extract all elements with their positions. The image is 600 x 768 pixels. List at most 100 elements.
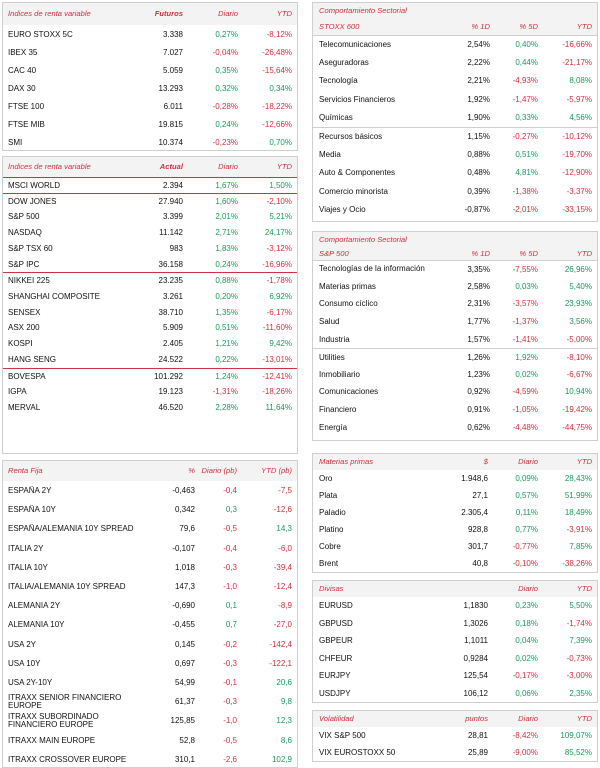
row-value: -12,90% xyxy=(562,168,592,178)
table-row: SMI 10.374 -0,23% 0,70% xyxy=(3,133,297,151)
row-value: -0,5 xyxy=(223,735,237,745)
row-value: 1,15% xyxy=(467,132,490,142)
row-label: ITALIA 2Y xyxy=(8,543,44,553)
row-value: -0,23% xyxy=(212,137,238,147)
row-value: 0,06% xyxy=(515,688,538,698)
row-value: -0,04% xyxy=(212,47,238,57)
row-value: 0,03% xyxy=(515,281,538,291)
row-value: -122,1 xyxy=(269,658,292,668)
row-value: 79,6 xyxy=(179,524,195,534)
row-value: 0,697 xyxy=(174,658,195,668)
table-row: Auto & Componentes 0,48% 4,81% -12,90% xyxy=(313,164,597,182)
row-label: Viajes y Ocio xyxy=(319,205,366,215)
row-value: 0,48% xyxy=(467,168,490,178)
row-label: USA 2Y xyxy=(8,639,37,649)
column-header: % 1D xyxy=(471,249,490,258)
row-value: -0,27% xyxy=(512,132,538,142)
column-header: % 5D xyxy=(519,22,538,31)
row-value: 4,56% xyxy=(569,113,592,123)
row-value: -0,4 xyxy=(223,543,237,553)
table-row: Viajes y Ocio -0,87% -2,01% -33,15% xyxy=(313,201,597,219)
row-label: Tecnología xyxy=(319,76,358,86)
row-value: 0,04% xyxy=(515,636,538,646)
row-value: 0,35% xyxy=(215,65,238,75)
row-label: ITRAXX CROSSOVER EUROPE xyxy=(8,754,127,764)
table-row: NASDAQ 11.142 2,71% 24,17% xyxy=(3,225,297,241)
row-value: 101.292 xyxy=(154,371,183,381)
row-value: -1,74% xyxy=(566,618,592,628)
row-value: -39,4 xyxy=(273,562,292,572)
row-value: 1,21% xyxy=(215,339,238,349)
row-label: ESPAÑA 2Y xyxy=(8,486,52,496)
row-value: 19.123 xyxy=(158,387,183,397)
row-value: -0,3 xyxy=(223,658,237,668)
row-label: ITRAXX SENIOR FINANCIERO EUROPE xyxy=(8,693,122,710)
column-header: Renta Fija xyxy=(8,467,43,475)
row-value: -1,38% xyxy=(512,186,538,196)
row-value: 1,26% xyxy=(467,352,490,362)
column-header: Futuros xyxy=(154,9,183,18)
row-value: 0,22% xyxy=(215,355,238,365)
table-header: STOXX 600 % 1D % 5D YTD xyxy=(313,19,597,35)
row-label: NIKKEI 225 xyxy=(8,276,50,286)
row-label: Aseguradoras xyxy=(319,58,369,68)
row-value: 1,90% xyxy=(467,113,490,123)
table-row: IGPA 19.123 -1,31% -18,26% xyxy=(3,384,297,400)
row-label: Servicios Financieros xyxy=(319,94,396,104)
row-value: -1,41% xyxy=(512,334,538,344)
row-value: 0,51% xyxy=(215,323,238,333)
row-value: -0,455 xyxy=(172,620,195,630)
row-label: USA 10Y xyxy=(8,658,41,668)
row-value: 25,89 xyxy=(467,748,488,757)
row-label: IGPA xyxy=(8,387,27,397)
row-label: Energía xyxy=(319,422,348,432)
row-label: CAC 40 xyxy=(8,65,37,75)
table-row: USA 10Y 0,697 -0,3 -122,1 xyxy=(3,654,297,673)
row-value: 0,57% xyxy=(515,491,538,500)
column-header: % 5D xyxy=(519,249,538,258)
table-row: ITALIA/ALEMANIA 10Y SPREAD 147,3 -1,0 -12,4 xyxy=(3,577,297,596)
table-row: Recursos básicos 1,15% -0,27% -10,12% xyxy=(313,126,597,145)
table-row: Energía 0,62% -4,48% -44,75% xyxy=(313,418,597,436)
row-label: Materias primas xyxy=(319,281,376,291)
table-row: ALEMANIA 2Y -0,690 0,1 -8,9 xyxy=(3,596,297,615)
row-value: 301,7 xyxy=(467,542,488,551)
row-value: 46.520 xyxy=(158,402,183,412)
row-value: -6,0 xyxy=(278,543,292,553)
row-label: KOSPI xyxy=(8,339,33,349)
row-value: -6,67% xyxy=(566,369,592,379)
column-header: YTD (pb) xyxy=(261,466,292,475)
row-value: 1,50% xyxy=(269,180,292,190)
row-value: -16,66% xyxy=(562,40,592,50)
row-value: -27,0 xyxy=(273,620,292,630)
row-value: 27.940 xyxy=(158,196,183,206)
table-row: Tecnologías de la información 3,35% -7,55%… xyxy=(313,260,597,278)
row-value: -12,41% xyxy=(262,371,292,381)
row-value: -1,0 xyxy=(223,582,237,592)
row-label: Comunicaciones xyxy=(319,387,379,397)
row-value: -0,73% xyxy=(566,653,592,663)
row-label: ITALIA/ALEMANIA 10Y SPREAD xyxy=(8,582,126,592)
row-value: -1,37% xyxy=(512,317,538,327)
column-header: YTD xyxy=(576,457,592,466)
table-row: Comunicaciones 0,92% -4,59% 10,94% xyxy=(313,383,597,401)
row-label: SHANGHAI COMPOSITE xyxy=(8,291,101,301)
row-label: Químicas xyxy=(319,113,353,123)
row-value: -13,01% xyxy=(262,355,292,365)
column-header: Diario xyxy=(518,584,538,593)
row-value: 2,71% xyxy=(215,228,238,238)
column-header: Materias primas xyxy=(319,458,374,466)
row-value: 24.522 xyxy=(158,355,183,365)
row-value: -9,00% xyxy=(512,748,538,757)
row-value: -0,28% xyxy=(212,101,238,111)
futures-panel: Índices de renta variable Futuros Diario YT… xyxy=(2,2,298,151)
row-value: 0,24% xyxy=(215,119,238,129)
table-row: Brent 40,8 -0,10% -38,26% xyxy=(313,555,597,572)
row-label: Oro xyxy=(319,474,333,483)
row-value: 0,32% xyxy=(215,83,238,93)
row-value: 14,3 xyxy=(276,524,292,534)
row-label: Paladio xyxy=(319,508,346,517)
row-value: -26,48% xyxy=(262,47,292,57)
row-value: -12,4 xyxy=(273,582,292,592)
row-value: -0,2 xyxy=(223,639,237,649)
